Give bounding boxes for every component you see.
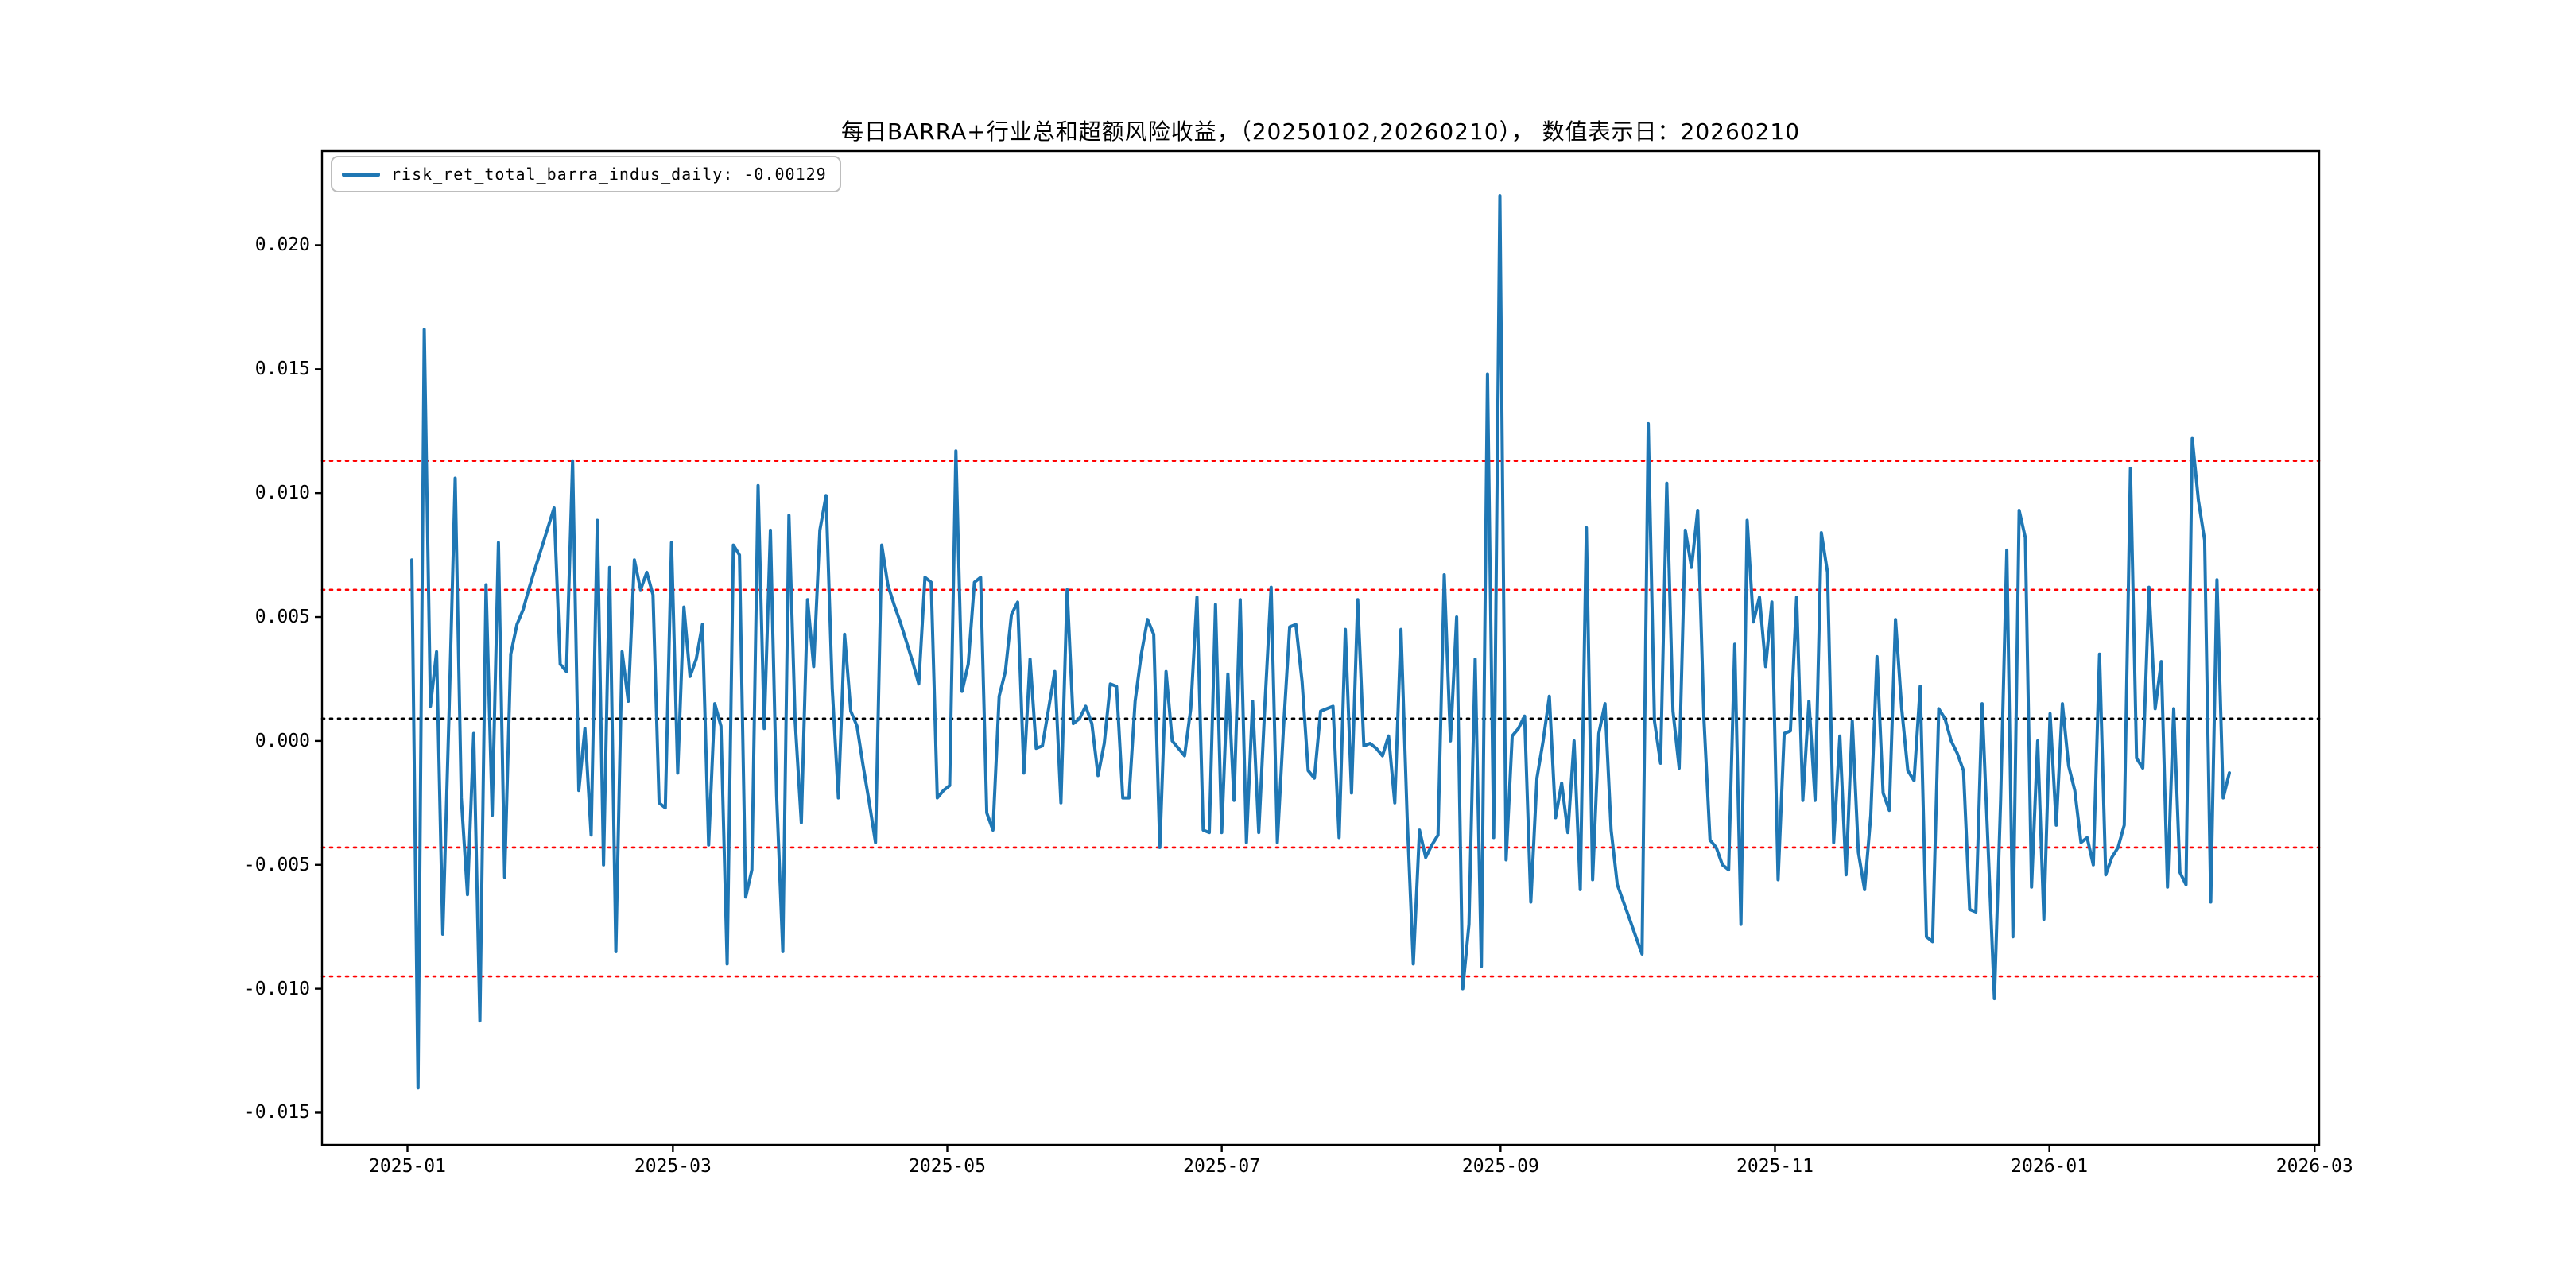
x-tick-label-3: 2025-07 [1183, 1156, 1261, 1177]
y-tick-label-2: 0.010 [254, 483, 310, 504]
y-tick-label-0: 0.020 [254, 235, 310, 256]
x-tick-label-1: 2025-03 [634, 1156, 712, 1177]
x-tick-label-7: 2026-03 [2275, 1156, 2353, 1177]
legend-label: risk_ret_total_barra_indus_daily: -0.001… [391, 165, 827, 184]
legend-line-swatch [342, 172, 380, 177]
y-tick-label-6: -0.010 [243, 978, 310, 999]
y-tick-label-1: 0.015 [254, 359, 310, 380]
series-line-risk_ret_total_barra_indus_daily [410, 194, 2231, 1090]
y-tick-label-7: -0.015 [243, 1102, 310, 1123]
x-tick-label-6: 2026-01 [2011, 1156, 2089, 1177]
y-tick-label-3: 0.005 [254, 607, 310, 628]
x-tick-label-5: 2025-11 [1736, 1156, 1814, 1177]
y-tick-label-4: 0.000 [254, 730, 310, 751]
x-tick-label-0: 2025-01 [369, 1156, 446, 1177]
y-tick-label-5: -0.005 [243, 854, 310, 875]
x-tick-label-2: 2025-05 [909, 1156, 986, 1177]
axes-spines [320, 149, 2321, 1146]
chart-title: 每日BARRA+行业总和超额风险收益，（20250102,20260210）， … [840, 118, 1801, 145]
legend-box: risk_ret_total_barra_indus_daily: -0.001… [331, 156, 841, 192]
x-tick-label-4: 2025-09 [1461, 1156, 1539, 1177]
